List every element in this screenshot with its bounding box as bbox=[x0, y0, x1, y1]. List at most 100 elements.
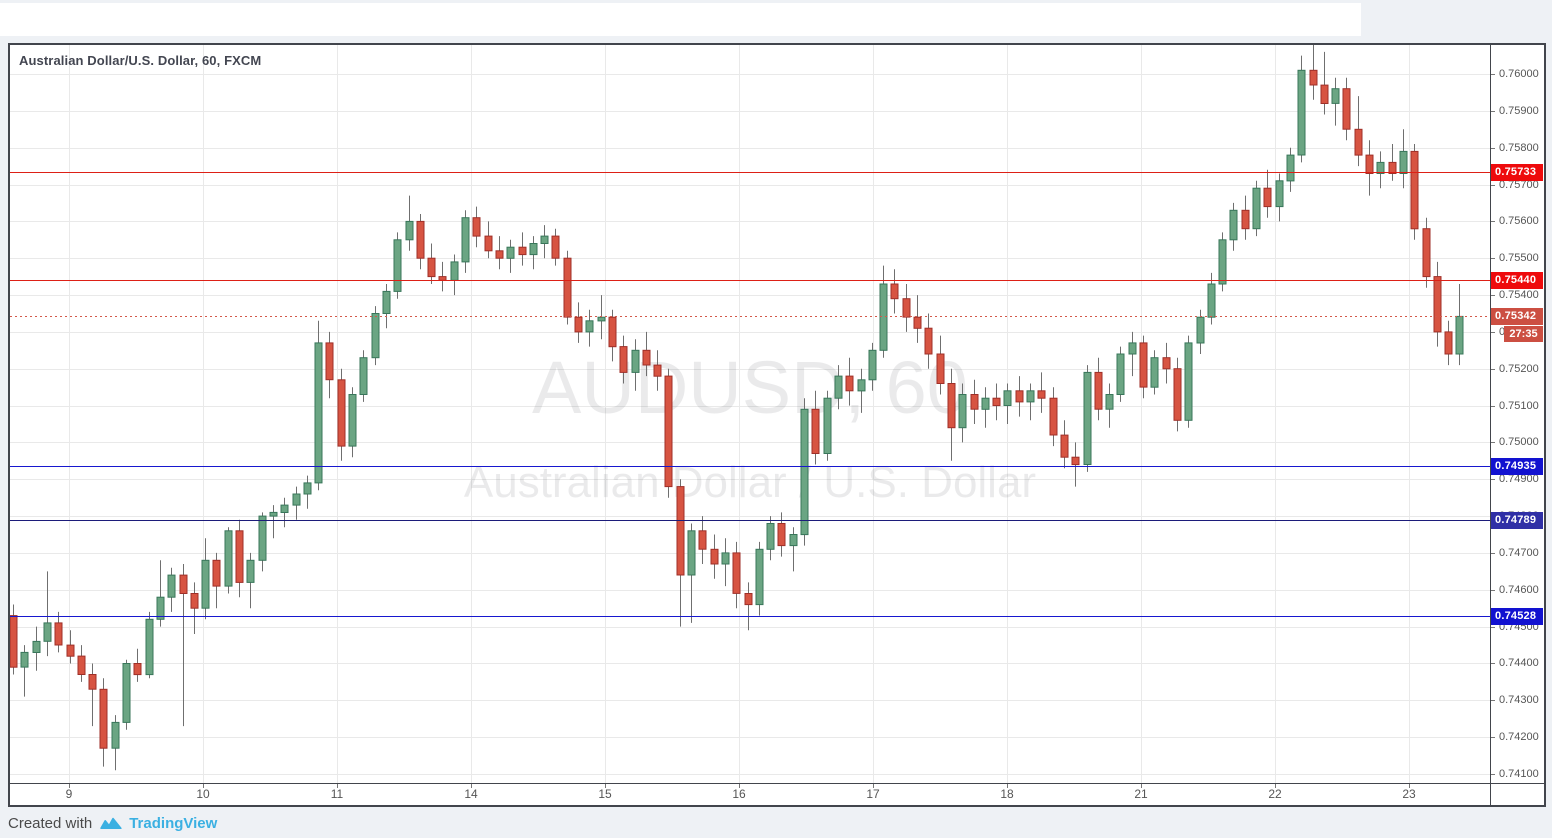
candle bbox=[450, 254, 459, 296]
price-tick-label: 0.75400 bbox=[1499, 289, 1539, 301]
candle bbox=[1105, 383, 1114, 428]
price-tick bbox=[1491, 479, 1495, 480]
time-tick-label: 14 bbox=[464, 787, 478, 801]
candle bbox=[258, 512, 267, 572]
candle bbox=[167, 567, 176, 612]
price-tick-label: 0.74100 bbox=[1499, 768, 1539, 780]
price-tick-label: 0.75200 bbox=[1499, 363, 1539, 375]
candle bbox=[1094, 357, 1103, 421]
candle bbox=[133, 648, 142, 682]
candle bbox=[664, 368, 673, 498]
price-tick-label: 0.74700 bbox=[1499, 547, 1539, 559]
price-tick bbox=[1491, 295, 1495, 296]
support-price-badge: 0.74528 bbox=[1491, 608, 1543, 625]
candle bbox=[1410, 144, 1419, 240]
candle bbox=[224, 527, 233, 594]
chart-pane[interactable]: AUDUSD, 60 Australian Dollar / U.S. Dolla… bbox=[10, 45, 1490, 783]
candle bbox=[1297, 55, 1306, 163]
candle bbox=[1252, 180, 1261, 237]
time-tick-label: 11 bbox=[330, 787, 344, 801]
candle bbox=[77, 645, 86, 682]
candle bbox=[43, 571, 52, 657]
candle bbox=[710, 534, 719, 579]
candle bbox=[348, 387, 357, 458]
time-axis-separator bbox=[10, 783, 1544, 784]
candle bbox=[1309, 45, 1318, 100]
candle bbox=[1331, 77, 1340, 126]
time-axis[interactable]: 9 10 11 14 15 16 17 18 21 22 23 bbox=[10, 784, 1490, 805]
candle bbox=[1365, 140, 1374, 196]
time-tick-label: 21 bbox=[1134, 787, 1148, 801]
candle bbox=[936, 335, 945, 395]
price-tick bbox=[1491, 700, 1495, 701]
price-tick bbox=[1491, 111, 1495, 112]
candle bbox=[1275, 173, 1284, 222]
candle bbox=[902, 284, 911, 332]
price-tick bbox=[1491, 553, 1495, 554]
candle bbox=[472, 206, 481, 248]
price-tick bbox=[1491, 737, 1495, 738]
price-tick bbox=[1491, 442, 1495, 443]
candle bbox=[461, 210, 470, 273]
candle bbox=[1455, 284, 1464, 366]
price-tick-label: 0.75800 bbox=[1499, 142, 1539, 154]
candle bbox=[1184, 335, 1193, 428]
time-tick bbox=[203, 784, 204, 788]
time-tick bbox=[1409, 784, 1410, 788]
candle bbox=[1128, 331, 1137, 377]
price-tick-label: 0.76000 bbox=[1499, 68, 1539, 80]
candle bbox=[325, 331, 334, 399]
candle bbox=[1162, 342, 1171, 384]
candle bbox=[924, 313, 933, 369]
candle bbox=[359, 350, 368, 402]
watermark-name: Australian Dollar / U.S. Dollar bbox=[464, 458, 1036, 507]
price-tick bbox=[1491, 590, 1495, 591]
candle bbox=[246, 552, 255, 609]
candle bbox=[698, 516, 707, 564]
bar-countdown-badge: 27:35 bbox=[1504, 326, 1543, 342]
footer: Created with TradingView bbox=[8, 812, 217, 834]
price-tick bbox=[1491, 258, 1495, 259]
candle bbox=[382, 284, 391, 329]
chart-title: Australian Dollar/U.S. Dollar, 60, FXCM bbox=[19, 53, 262, 68]
candle bbox=[1196, 309, 1205, 354]
price-tick-label: 0.74900 bbox=[1499, 473, 1539, 485]
price-tick bbox=[1491, 221, 1495, 222]
candle bbox=[834, 365, 843, 410]
tradingview-link[interactable]: TradingView bbox=[99, 815, 217, 832]
candle bbox=[212, 552, 221, 609]
candle bbox=[1399, 129, 1408, 189]
time-tick bbox=[1141, 784, 1142, 788]
time-tick bbox=[873, 784, 874, 788]
candle bbox=[427, 243, 436, 284]
price-axis[interactable]: 0.76000 0.75900 0.75800 0.75700 0.75600 0.755… bbox=[1491, 45, 1544, 783]
resistance-price-badge: 0.75440 bbox=[1491, 272, 1543, 289]
candle bbox=[947, 368, 956, 461]
candle bbox=[235, 519, 244, 598]
candle bbox=[393, 232, 402, 299]
candle bbox=[438, 261, 447, 292]
candle bbox=[190, 582, 199, 634]
price-tick-label: 0.75700 bbox=[1499, 179, 1539, 191]
candle bbox=[890, 269, 899, 314]
candle bbox=[1433, 261, 1442, 347]
candle bbox=[766, 516, 775, 561]
candle bbox=[1376, 151, 1385, 189]
candle bbox=[518, 232, 527, 266]
candle bbox=[574, 302, 583, 343]
candle bbox=[1241, 195, 1250, 240]
price-tick bbox=[1491, 774, 1495, 775]
candle bbox=[1422, 217, 1431, 288]
time-tick bbox=[605, 784, 606, 788]
candle bbox=[280, 497, 289, 528]
price-tick-label: 0.74400 bbox=[1499, 657, 1539, 669]
candle bbox=[484, 221, 493, 259]
candle bbox=[597, 295, 606, 340]
candle bbox=[54, 611, 63, 653]
candle bbox=[551, 228, 560, 266]
candle bbox=[1060, 420, 1069, 469]
candle bbox=[32, 626, 41, 671]
price-tick-label: 0.75500 bbox=[1499, 252, 1539, 264]
time-tick-label: 10 bbox=[196, 787, 210, 801]
tradingview-logo-icon bbox=[99, 816, 123, 831]
